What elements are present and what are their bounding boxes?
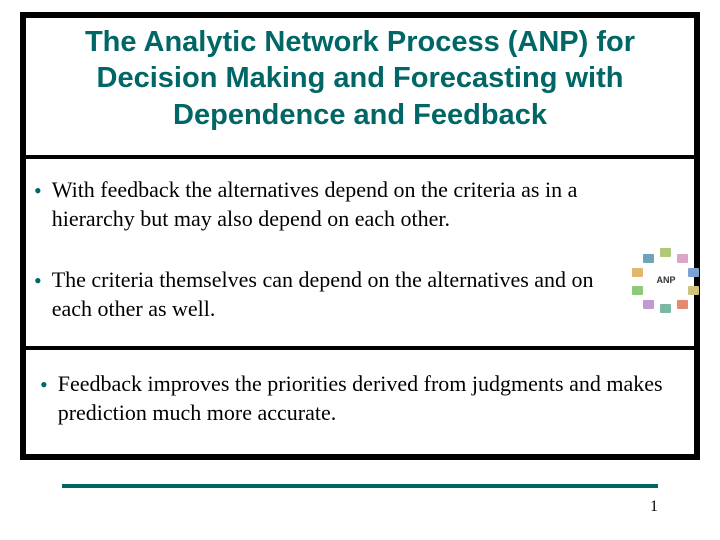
slide-title: The Analytic Network Process (ANP) for D… (40, 24, 680, 133)
bullet-item: • The criteria themselves can depend on … (34, 266, 624, 323)
footer-rule (62, 484, 658, 488)
anp-logo-icon: ANP (632, 246, 700, 314)
bullet-marker-icon: • (34, 268, 42, 294)
divider-bottom (20, 346, 700, 350)
anp-logo-node-icon (677, 300, 688, 309)
slide: The Analytic Network Process (ANP) for D… (0, 0, 720, 540)
anp-logo-node-icon (632, 286, 643, 295)
bullet-item: • Feedback improves the priorities deriv… (40, 370, 680, 427)
bullet-text: Feedback improves the priorities derived… (58, 370, 680, 427)
divider-top (20, 155, 700, 159)
anp-logo-node-icon (688, 286, 699, 295)
anp-logo-label: ANP (656, 275, 675, 285)
anp-logo-node-icon (677, 254, 688, 263)
anp-logo-node-icon (660, 304, 671, 313)
bullet-text: With feedback the alternatives depend on… (52, 176, 624, 233)
page-number: 1 (650, 498, 658, 516)
bullet-marker-icon: • (34, 178, 42, 204)
bullet-marker-icon: • (40, 372, 48, 398)
anp-logo-node-icon (643, 254, 654, 263)
anp-logo-node-icon (643, 300, 654, 309)
anp-logo-node-icon (688, 268, 699, 277)
anp-logo-node-icon (632, 268, 643, 277)
bullet-item: • With feedback the alternatives depend … (34, 176, 624, 233)
anp-logo-node-icon (660, 248, 671, 257)
bullet-text: The criteria themselves can depend on th… (52, 266, 624, 323)
